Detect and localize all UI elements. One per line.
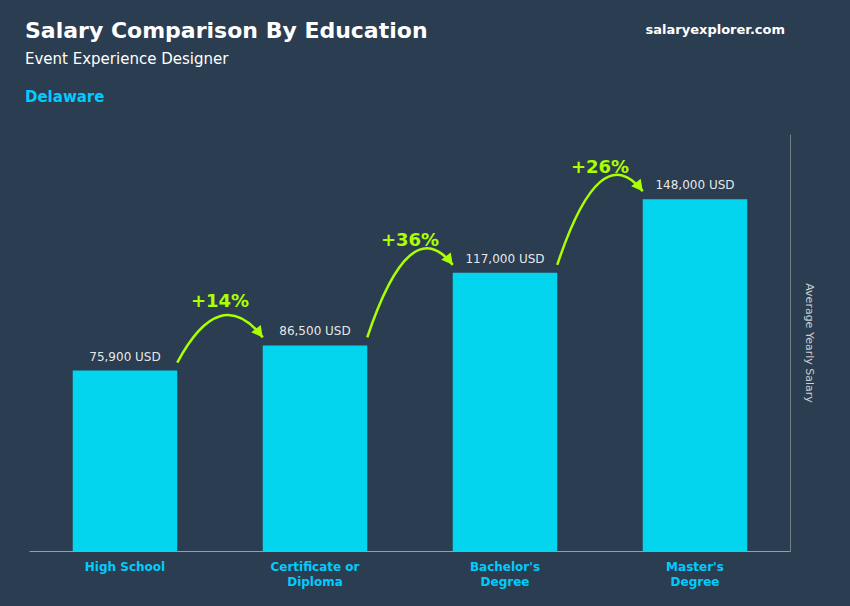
svg-text:148,000 USD: 148,000 USD xyxy=(655,178,734,192)
svg-text:Delaware: Delaware xyxy=(25,88,104,106)
svg-text:salaryexplorer.com: salaryexplorer.com xyxy=(646,22,785,37)
svg-text:117,000 USD: 117,000 USD xyxy=(465,252,544,266)
svg-text:Average Yearly Salary: Average Yearly Salary xyxy=(803,283,816,403)
svg-text:+36%: +36% xyxy=(381,229,439,250)
svg-text:Degree: Degree xyxy=(671,575,720,589)
svg-text:75,900 USD: 75,900 USD xyxy=(89,350,160,364)
svg-text:Certificate or: Certificate or xyxy=(270,560,359,574)
svg-text:+26%: +26% xyxy=(571,156,629,177)
svg-text:Salary Comparison By Education: Salary Comparison By Education xyxy=(25,18,428,43)
svg-text:Master's: Master's xyxy=(666,560,724,574)
svg-text:Diploma: Diploma xyxy=(287,575,343,589)
svg-text:Degree: Degree xyxy=(481,575,530,589)
svg-text:Event Experience Designer: Event Experience Designer xyxy=(25,50,229,68)
svg-text:86,500 USD: 86,500 USD xyxy=(279,324,350,338)
svg-text:High School: High School xyxy=(85,560,165,574)
svg-text:+14%: +14% xyxy=(191,290,249,311)
svg-text:Bachelor's: Bachelor's xyxy=(470,560,540,574)
